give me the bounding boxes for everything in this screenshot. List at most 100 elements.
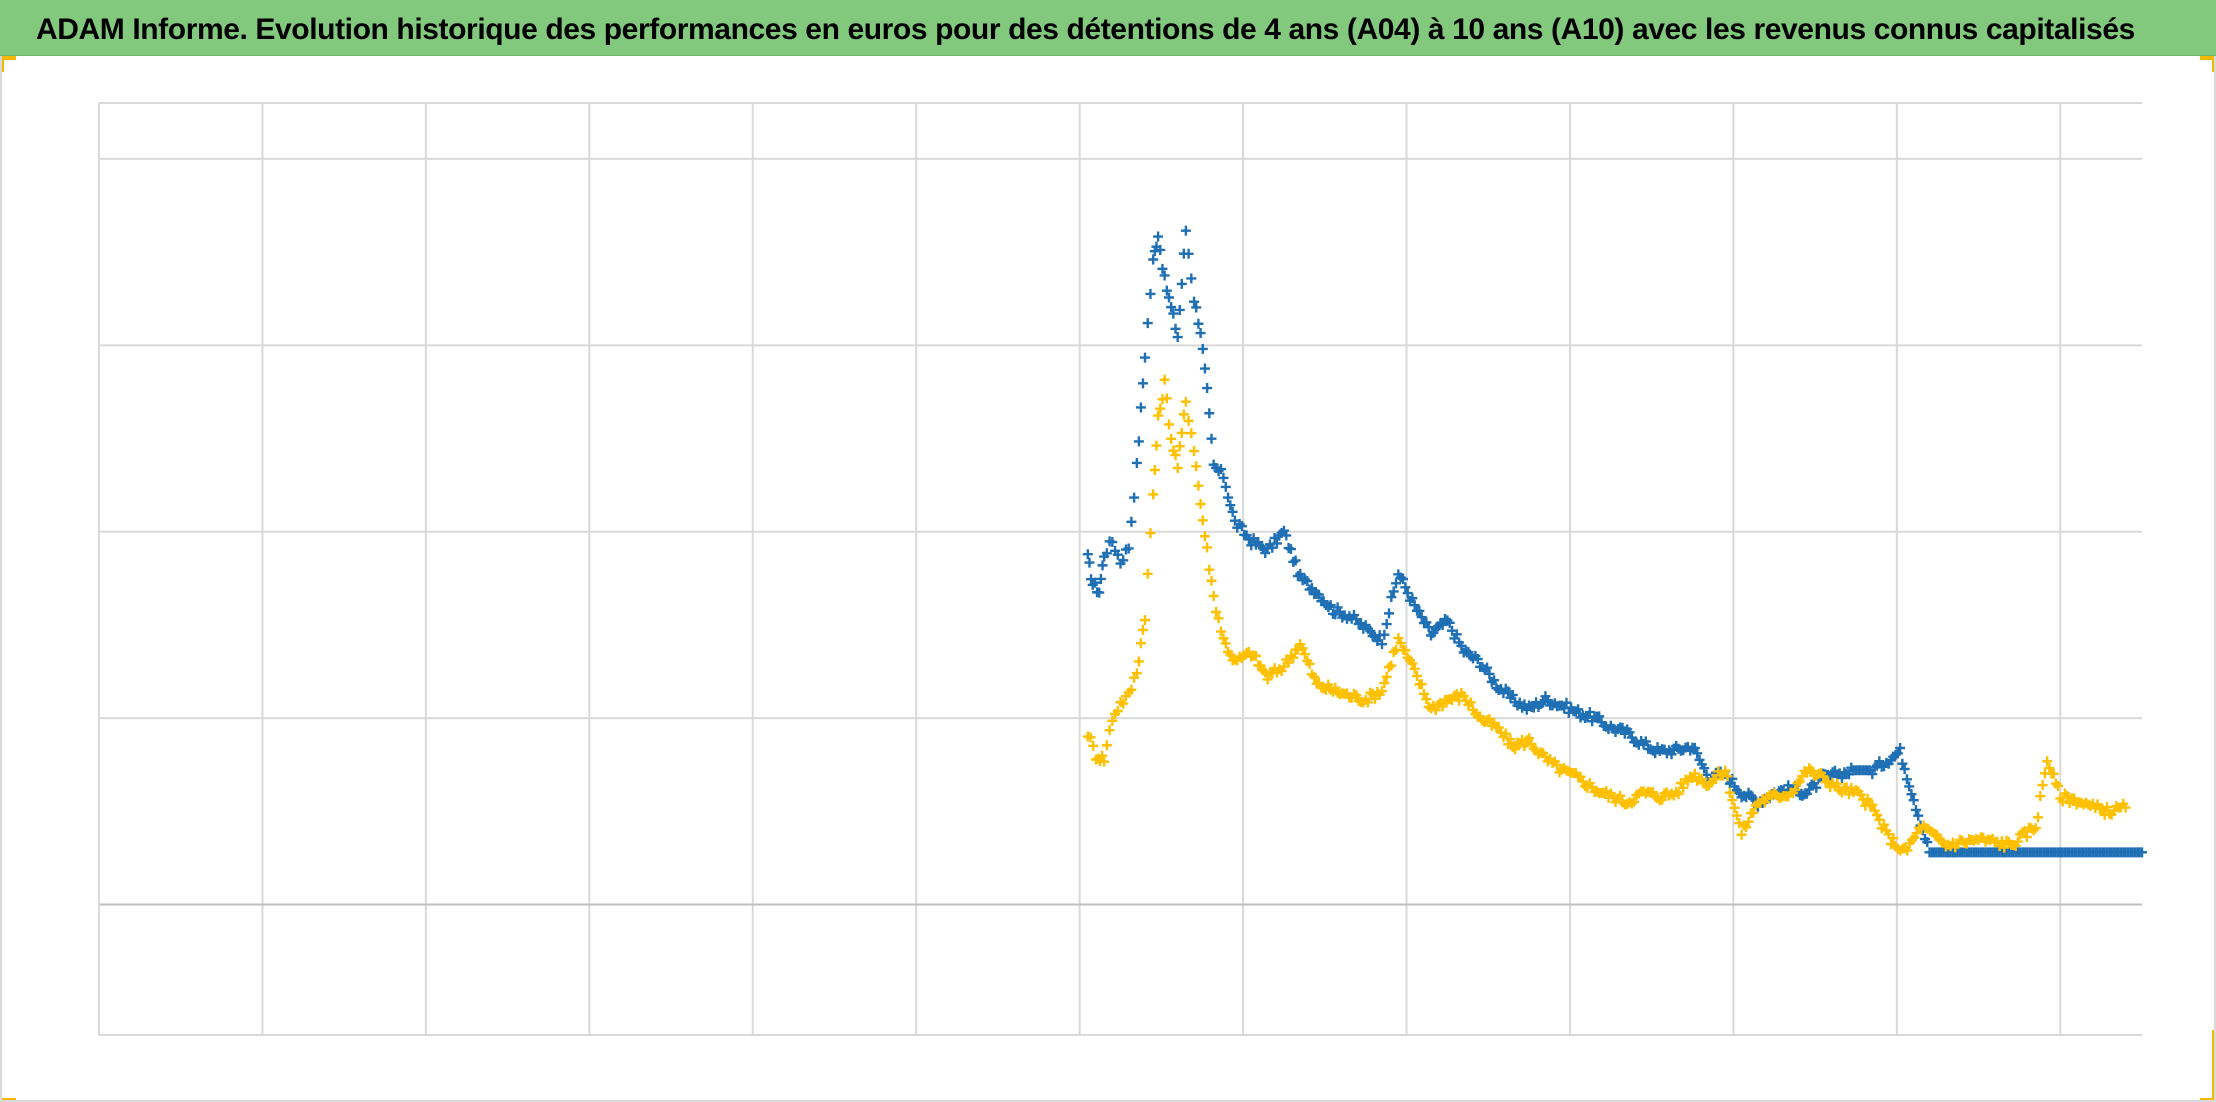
data-point [1832,778,1843,789]
data-point [1199,363,1210,374]
data-point [1195,328,1206,339]
data-point [1161,285,1172,296]
data-point [1133,656,1144,667]
data-point [1748,807,1759,818]
data-point [1362,697,1373,708]
data-point [1082,549,1093,560]
data-point [1151,440,1162,451]
data-point [1131,457,1142,468]
data-point [1444,617,1455,628]
data-point [1507,689,1518,700]
data-point [1180,396,1191,407]
data-point [1225,649,1236,660]
data-point [1542,695,1553,706]
data-point [2030,823,2041,834]
data-point [1084,557,1095,568]
data-point [1157,263,1168,274]
data-point [1236,521,1247,532]
data-point [2137,847,2147,858]
data-point [1416,612,1427,623]
data-point [1720,765,1731,776]
data-point [1095,573,1106,584]
data-point [1910,804,1921,815]
data-point [1482,662,1493,673]
gridlines [98,102,2142,1035]
data-point [1206,433,1217,444]
data-point [1822,776,1833,787]
data-point [1500,728,1511,739]
data-point [1129,492,1140,503]
data-point [1197,343,1208,354]
data-point [1867,769,1878,780]
data-point [1692,748,1703,759]
data-point [1142,318,1153,329]
data-point [1465,697,1476,708]
data-point [1743,816,1754,827]
data-point [1895,743,1906,754]
data-point [1377,686,1387,697]
data-point [1166,433,1177,444]
data-point [1107,715,1118,726]
data-point [1153,410,1164,421]
series-2 [1082,374,2131,856]
data-point [1180,225,1191,236]
data-point [1629,796,1640,807]
data-point [1456,640,1467,651]
data-point [1843,789,1854,800]
data-point [1414,605,1425,616]
data-point [1148,254,1159,265]
data-point [1355,618,1366,629]
data-point [1283,657,1294,668]
data-point [1657,794,1668,805]
data-point [1118,555,1129,566]
data-point [2033,812,2044,823]
data-point [1734,818,1745,829]
data-point [1514,697,1525,708]
data-point [1594,711,1605,722]
data-point [1524,733,1535,744]
data-point [1313,589,1324,600]
data-point [1379,629,1390,640]
data-point [1159,374,1170,385]
data-point [2097,803,2108,814]
data-point [1388,586,1399,597]
data-point [1204,408,1215,419]
data-point [1211,606,1222,617]
data-point [1412,671,1423,682]
data-point [1908,795,1919,806]
data-point [1163,419,1174,430]
data-point [1271,538,1282,549]
data-point [1999,842,2010,853]
data-point [1617,722,1628,733]
data-point [1186,273,1197,284]
data-point [1505,734,1516,745]
data-point [1386,660,1397,671]
data-point [1172,463,1183,474]
data-point [1437,619,1448,630]
data-point [1094,587,1105,598]
data-point [2012,836,2023,847]
data-point [1897,758,1908,769]
data-point [1451,629,1462,640]
data-point [1135,402,1146,413]
data-point [1202,383,1213,394]
data-point [1220,481,1231,492]
data-point [1112,706,1123,717]
data-point [1493,722,1504,733]
data-point [1292,644,1303,655]
data-point [1285,544,1296,555]
data-point [1183,248,1194,259]
axis-lines [98,103,2142,1036]
data-point [1302,576,1313,587]
data-point [1323,679,1334,690]
data-point [1874,814,1885,825]
data-point [1416,679,1427,690]
data-point [1104,725,1115,736]
data-point [1862,793,1873,804]
data-point [2042,756,2053,767]
data-point [1197,515,1208,526]
data-point [1097,750,1108,761]
data-point [2035,791,2046,802]
data-point [1330,682,1341,693]
data-point [1879,819,1889,830]
